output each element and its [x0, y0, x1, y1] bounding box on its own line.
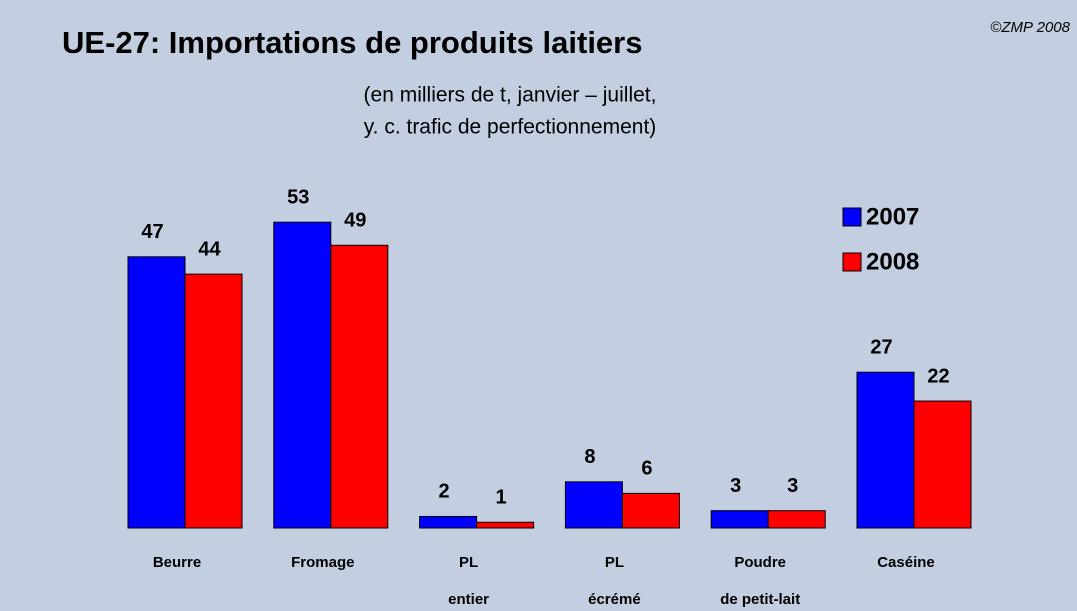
bar: [127, 256, 186, 529]
bar: [419, 515, 478, 529]
x-tick-label: Fromage: [291, 554, 354, 571]
source: ©ZMP 2008: [990, 19, 1070, 36]
value-label: 22: [927, 365, 949, 387]
value-label: 8: [584, 446, 595, 468]
legend-label: 2007: [866, 203, 919, 230]
x-tick-label: Poudre: [734, 554, 786, 571]
value-label: 6: [641, 458, 652, 480]
value-label: 2: [439, 481, 450, 503]
bar: [476, 521, 535, 529]
x-tick-label: de petit-lait: [720, 591, 800, 608]
x-tick-label: Caséine: [877, 554, 935, 571]
value-label: 53: [287, 186, 309, 208]
bar: [856, 371, 915, 529]
legend-label: 2008: [866, 248, 919, 275]
x-tick-label: écrémé: [588, 591, 641, 608]
subtitle: (en milliers de t, janvier – juillet,: [364, 84, 657, 107]
x-tick-label: entier: [448, 591, 489, 608]
value-label: 49: [344, 210, 366, 232]
value-label: 44: [198, 238, 221, 260]
x-tick-label: PL: [459, 554, 478, 571]
bar: [913, 400, 972, 529]
value-label: 3: [730, 475, 741, 497]
bar: [330, 244, 389, 529]
legend-swatch: [842, 252, 862, 272]
bar: [564, 481, 623, 529]
value-label: 3: [787, 475, 798, 497]
bar: [710, 510, 769, 529]
subtitle: y. c. trafic de perfectionnement): [364, 116, 657, 139]
x-tick-label: Beurre: [153, 554, 201, 571]
bar: [184, 273, 243, 529]
value-label: 27: [870, 336, 892, 358]
bar: [767, 510, 826, 529]
value-label: 1: [496, 487, 507, 509]
chart-title: UE-27: Importations de produits laitiers: [62, 25, 642, 60]
bar: [621, 492, 680, 529]
legend-swatch: [842, 207, 862, 227]
bar: [273, 221, 332, 529]
x-tick-label: PL: [605, 554, 624, 571]
value-label: 47: [141, 221, 163, 243]
